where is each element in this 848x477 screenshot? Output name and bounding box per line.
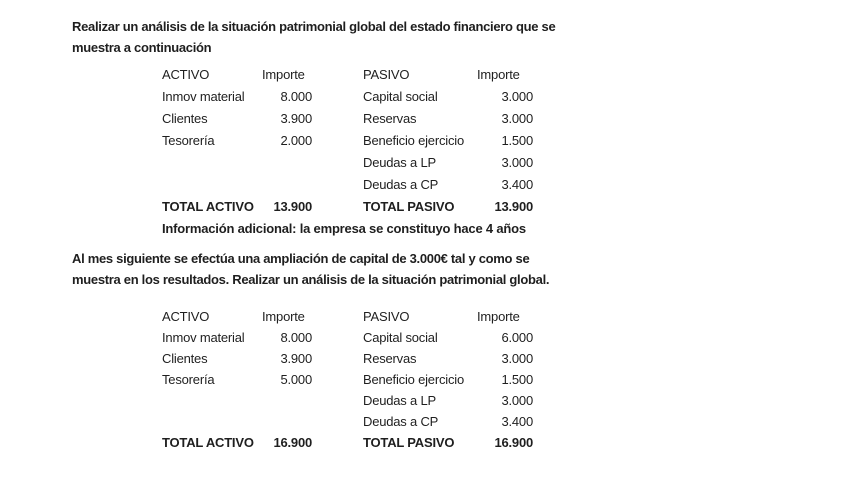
column-gap [312, 108, 363, 130]
pasivo-importe-header: Importe [477, 67, 520, 82]
activo-value-empty [262, 174, 312, 196]
pasivo-importe-header: Importe [477, 309, 520, 324]
pasivo-label: Deudas a LP [363, 155, 436, 170]
column-gap [312, 152, 363, 174]
pasivo-value: 3.000 [501, 111, 533, 126]
activo-value: 8.000 [280, 89, 312, 104]
activo-value-empty [262, 152, 312, 174]
activo-label-empty [162, 152, 262, 174]
pasivo-label: Reservas [363, 351, 417, 366]
column-gap [312, 174, 363, 196]
pasivo-value: 6.000 [501, 330, 533, 345]
column-gap [312, 196, 363, 218]
pasivo-header: PASIVO [363, 309, 410, 324]
exercise1-prompt-line1: Realizar un análisis de la situación pat… [72, 19, 556, 34]
column-gap [312, 348, 363, 369]
column-gap [312, 130, 363, 152]
total-activo-value: 13.900 [273, 199, 312, 214]
activo-label: Tesorería [162, 133, 215, 148]
exercise1-prompt-line2: muestra a continuación [72, 40, 212, 55]
activo-importe-header: Importe [262, 309, 305, 324]
pasivo-label: Capital social [363, 89, 438, 104]
activo-value: 2.000 [280, 133, 312, 148]
activo-importe-header: Importe [262, 67, 305, 82]
column-gap [312, 432, 363, 453]
total-activo-value: 16.900 [273, 435, 312, 450]
activo-value: 3.900 [280, 351, 312, 366]
pasivo-value: 1.500 [501, 133, 533, 148]
total-activo-label: TOTAL ACTIVO [162, 199, 254, 214]
exercise1-balance-table: ACTIVO Importe PASIVO Importe Inmov mate… [162, 64, 533, 240]
activo-value-empty [262, 411, 312, 432]
total-pasivo-label: TOTAL PASIVO [363, 199, 455, 214]
activo-label-empty [162, 411, 262, 432]
exercise2-prompt: Al mes siguiente se efectúa una ampliaci… [72, 248, 550, 290]
total-pasivo-value: 13.900 [494, 199, 533, 214]
activo-label-empty [162, 390, 262, 411]
pasivo-label: Deudas a CP [363, 177, 439, 192]
column-gap [312, 306, 363, 327]
activo-label: Clientes [162, 351, 208, 366]
column-gap [312, 390, 363, 411]
exercise1-prompt: Realizar un análisis de la situación pat… [72, 16, 556, 58]
pasivo-value: 1.500 [501, 372, 533, 387]
pasivo-label: Reservas [363, 111, 417, 126]
pasivo-label: Beneficio ejercicio [363, 133, 464, 148]
pasivo-label: Beneficio ejercicio [363, 372, 464, 387]
column-gap [312, 369, 363, 390]
pasivo-label: Deudas a LP [363, 393, 436, 408]
activo-header: ACTIVO [162, 309, 210, 324]
activo-value: 8.000 [280, 330, 312, 345]
exercise2-balance-table: ACTIVO Importe PASIVO Importe Inmov mate… [162, 306, 533, 453]
activo-value: 3.900 [280, 111, 312, 126]
exercise2-prompt-line1: Al mes siguiente se efectúa una ampliaci… [72, 251, 530, 266]
pasivo-value: 3.400 [501, 177, 533, 192]
total-pasivo-value: 16.900 [494, 435, 533, 450]
pasivo-header: PASIVO [363, 67, 410, 82]
pasivo-label: Deudas a CP [363, 414, 439, 429]
activo-value: 5.000 [280, 372, 312, 387]
activo-label: Inmov material [162, 330, 245, 345]
additional-info: Información adicional: la empresa se con… [162, 221, 526, 236]
column-gap [312, 64, 363, 86]
pasivo-value: 3.000 [501, 393, 533, 408]
pasivo-value: 3.000 [501, 89, 533, 104]
pasivo-value: 3.000 [501, 351, 533, 366]
column-gap [312, 411, 363, 432]
column-gap [312, 86, 363, 108]
activo-label: Tesorería [162, 372, 215, 387]
total-activo-label: TOTAL ACTIVO [162, 435, 254, 450]
pasivo-label: Capital social [363, 330, 438, 345]
activo-label: Clientes [162, 111, 208, 126]
exercise2-prompt-line2: muestra en los resultados. Realizar un a… [72, 272, 550, 287]
pasivo-value: 3.000 [501, 155, 533, 170]
pasivo-value: 3.400 [501, 414, 533, 429]
activo-label-empty [162, 174, 262, 196]
total-pasivo-label: TOTAL PASIVO [363, 435, 455, 450]
column-gap [312, 327, 363, 348]
activo-value-empty [262, 390, 312, 411]
activo-header: ACTIVO [162, 67, 210, 82]
activo-label: Inmov material [162, 89, 245, 104]
